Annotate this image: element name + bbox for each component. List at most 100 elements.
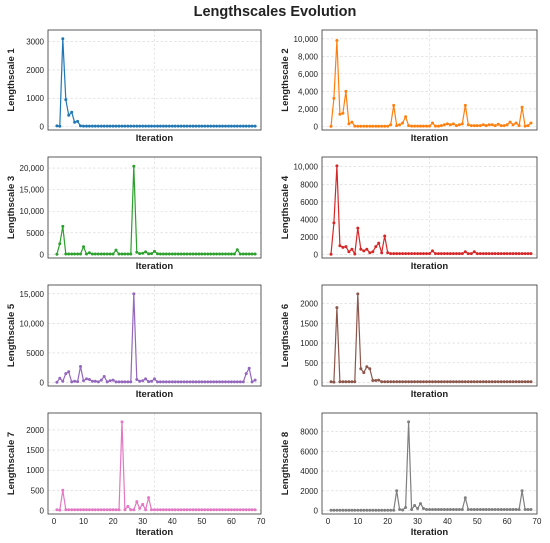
data-point bbox=[362, 249, 366, 253]
x-tick-label: 60 bbox=[227, 517, 236, 526]
data-point bbox=[238, 508, 242, 512]
data-point bbox=[434, 508, 437, 511]
data-point bbox=[156, 252, 159, 256]
data-point bbox=[64, 508, 68, 512]
data-point bbox=[135, 250, 139, 254]
data-point bbox=[170, 252, 174, 256]
data-point bbox=[431, 380, 434, 384]
data-point bbox=[448, 252, 452, 256]
data-point bbox=[55, 380, 59, 384]
data-point bbox=[517, 124, 521, 128]
data-point bbox=[359, 124, 363, 128]
data-point bbox=[247, 508, 251, 512]
data-point bbox=[120, 380, 124, 384]
data-point bbox=[173, 508, 177, 512]
data-point bbox=[419, 124, 422, 128]
data-point bbox=[490, 123, 494, 127]
data-point bbox=[368, 367, 372, 371]
x-axis-label: Iteration bbox=[136, 527, 174, 538]
data-point bbox=[179, 508, 183, 512]
data-point bbox=[212, 508, 216, 512]
data-point bbox=[232, 124, 236, 128]
data-point bbox=[108, 379, 112, 383]
data-point bbox=[350, 380, 354, 384]
y-tick-label: 4000 bbox=[300, 467, 318, 476]
x-tick-label: 20 bbox=[109, 517, 118, 526]
data-point bbox=[135, 500, 139, 504]
data-point bbox=[215, 508, 219, 512]
data-point bbox=[484, 508, 488, 511]
data-point bbox=[167, 124, 171, 128]
data-point bbox=[526, 508, 530, 511]
data-point bbox=[371, 250, 375, 254]
data-point bbox=[478, 124, 482, 128]
data-point bbox=[341, 111, 345, 115]
data-point bbox=[347, 122, 351, 126]
subplot-7: 0 500 1000 1500 2000 0 10 20 30 40 50 60 70 Iteration… bbox=[6, 412, 266, 538]
data-point bbox=[85, 252, 88, 256]
y-tick-label: 8000 bbox=[300, 428, 318, 437]
data-point bbox=[368, 251, 372, 255]
data-point bbox=[73, 508, 77, 512]
y-tick-label: 15,000 bbox=[20, 290, 45, 299]
data-point bbox=[179, 252, 183, 256]
data-point bbox=[229, 508, 233, 512]
data-point bbox=[439, 124, 443, 128]
data-point bbox=[244, 508, 248, 512]
data-point bbox=[362, 508, 366, 512]
data-point bbox=[445, 380, 449, 384]
data-point bbox=[502, 124, 506, 128]
data-point bbox=[434, 124, 437, 128]
y-axis-label: Lengthscale 1 bbox=[6, 48, 17, 112]
data-point bbox=[386, 251, 390, 255]
data-point bbox=[520, 252, 524, 256]
data-point bbox=[463, 496, 467, 500]
data-point bbox=[517, 380, 521, 384]
data-point bbox=[161, 252, 165, 256]
data-point bbox=[529, 508, 533, 511]
data-point bbox=[350, 120, 354, 124]
data-point bbox=[475, 508, 479, 511]
data-point bbox=[173, 252, 177, 256]
y-tick-label: 0 bbox=[314, 250, 319, 259]
data-point bbox=[517, 252, 521, 256]
data-point bbox=[150, 508, 153, 512]
data-point bbox=[511, 123, 515, 127]
data-point bbox=[338, 112, 342, 116]
data-point bbox=[374, 124, 378, 128]
data-point bbox=[156, 508, 159, 512]
data-point bbox=[472, 380, 476, 384]
data-point bbox=[132, 124, 136, 128]
data-point bbox=[428, 380, 431, 384]
data-point bbox=[353, 380, 357, 384]
data-point bbox=[529, 380, 533, 384]
data-point bbox=[395, 124, 399, 128]
data-point bbox=[188, 252, 192, 256]
data-point bbox=[126, 252, 130, 256]
data-point bbox=[247, 366, 251, 370]
data-point bbox=[380, 380, 384, 384]
data-point bbox=[164, 508, 168, 512]
x-axis-label: Iteration bbox=[136, 389, 174, 400]
data-point bbox=[197, 380, 201, 384]
y-tick-label: 20,000 bbox=[20, 164, 45, 173]
data-point bbox=[371, 379, 375, 382]
data-point bbox=[407, 124, 411, 128]
data-point bbox=[82, 245, 85, 249]
data-point bbox=[514, 380, 518, 384]
data-point bbox=[425, 380, 428, 384]
x-tick-label: 40 bbox=[443, 517, 452, 526]
data-point bbox=[197, 124, 201, 128]
data-point bbox=[502, 252, 506, 256]
series-line bbox=[330, 421, 531, 511]
data-point bbox=[338, 380, 342, 384]
data-point bbox=[250, 508, 254, 512]
data-point bbox=[238, 380, 242, 384]
data-point bbox=[332, 96, 336, 100]
data-point bbox=[176, 380, 180, 384]
data-point bbox=[505, 508, 509, 511]
data-point bbox=[235, 248, 239, 252]
data-point bbox=[117, 508, 121, 512]
data-point bbox=[335, 508, 339, 512]
data-point bbox=[67, 113, 71, 117]
